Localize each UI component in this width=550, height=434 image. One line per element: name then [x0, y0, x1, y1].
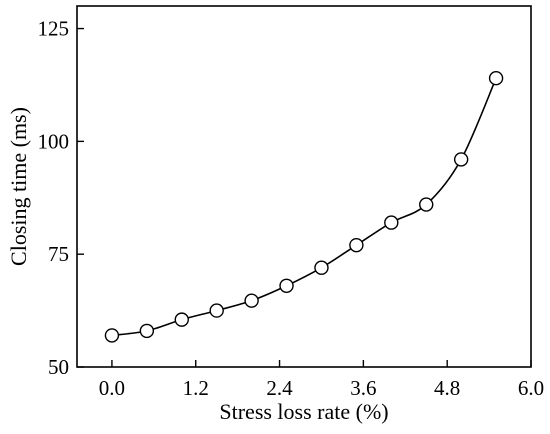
y-axis-ticks: 50 75 100 125 — [38, 17, 84, 379]
series-line — [111, 77, 497, 337]
y-tick-label: 75 — [48, 242, 69, 266]
data-point — [314, 260, 329, 275]
plot-frame — [76, 5, 532, 368]
data-point — [209, 303, 224, 318]
x-tick-label: 0.0 — [99, 376, 125, 400]
x-axis-ticks: 0.0 1.2 2.4 3.6 4.8 6.0 — [99, 360, 544, 400]
data-point — [384, 215, 399, 230]
data-point — [174, 312, 189, 327]
x-tick-label: 6.0 — [518, 376, 544, 400]
data-point — [244, 293, 259, 308]
x-axis-label: Stress loss rate (%) — [219, 399, 388, 424]
x-tick-label: 4.8 — [434, 376, 460, 400]
y-tick-label: 50 — [48, 355, 69, 379]
series-layer — [104, 70, 504, 343]
data-point — [453, 152, 469, 167]
x-tick-label: 2.4 — [266, 376, 293, 400]
data-point — [419, 197, 434, 212]
x-tick-label: 3.6 — [350, 376, 376, 400]
x-tick-label: 1.2 — [183, 376, 209, 400]
y-tick-label: 100 — [38, 129, 70, 153]
y-axis-label: Closing time (ms) — [6, 107, 31, 266]
data-point — [488, 70, 504, 86]
data-point — [279, 278, 294, 293]
data-point — [139, 323, 155, 339]
data-point — [349, 237, 364, 253]
data-point — [104, 328, 120, 343]
y-tick-label: 125 — [38, 17, 70, 41]
